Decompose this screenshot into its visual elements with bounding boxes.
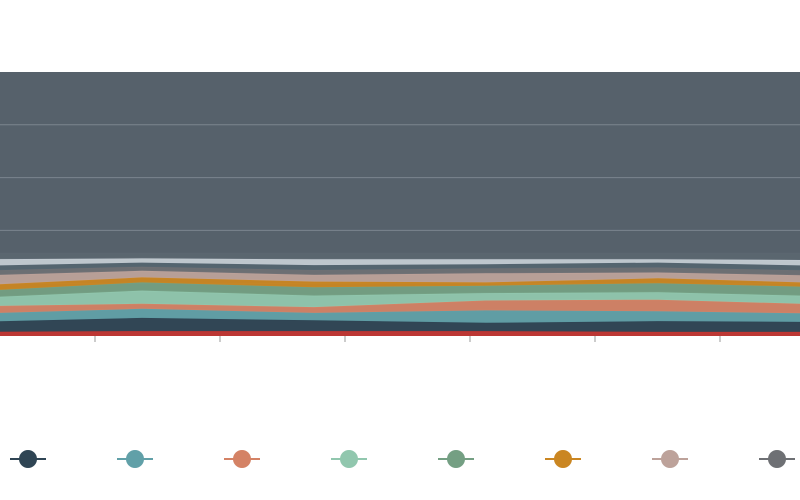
area-series-10 [0, 262, 800, 271]
legend-item[interactable] [545, 450, 652, 468]
chart-legend [0, 446, 800, 472]
area-series-11 [0, 258, 800, 266]
legend-swatch [117, 450, 153, 468]
area-series-7 [0, 277, 800, 290]
legend-item[interactable] [10, 450, 117, 468]
legend-item[interactable] [224, 450, 331, 468]
area-series-4 [0, 299, 800, 314]
area-series-6 [0, 282, 800, 297]
area-series-2 [0, 317, 800, 332]
area-series-9 [0, 266, 800, 276]
legend-swatch [331, 450, 367, 468]
legend-swatch [652, 450, 688, 468]
legend-swatch [545, 450, 581, 468]
area-series-12 [0, 253, 800, 260]
area-series-5 [0, 290, 800, 308]
area-series-8 [0, 270, 800, 285]
legend-item[interactable] [117, 450, 224, 468]
legend-item[interactable] [652, 450, 759, 468]
legend-item[interactable] [331, 450, 438, 468]
legend-swatch [224, 450, 260, 468]
legend-item[interactable] [438, 450, 545, 468]
legend-swatch [759, 450, 795, 468]
legend-swatch [438, 450, 474, 468]
legend-item[interactable] [759, 450, 800, 468]
area-series-3 [0, 308, 800, 323]
legend-swatch [10, 450, 46, 468]
